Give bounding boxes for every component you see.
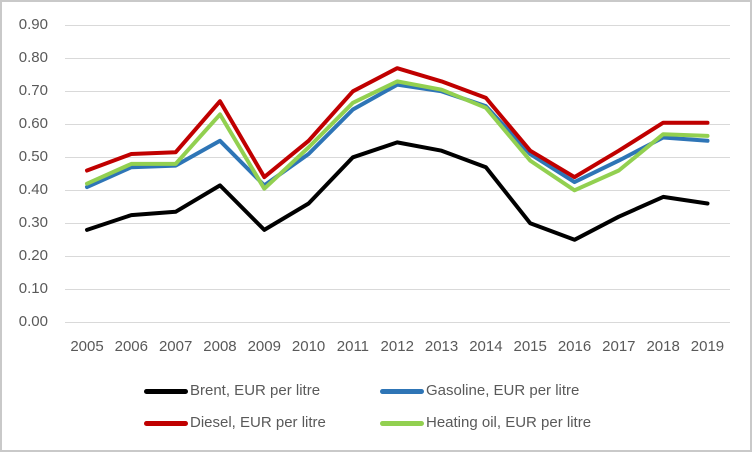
- x-tick-label: 2007: [158, 338, 193, 355]
- x-tick-label: 2012: [380, 338, 414, 355]
- y-tick-label: 0.00: [18, 313, 48, 331]
- x-tick-label: 2014: [469, 338, 503, 355]
- y-tick-label: 0.20: [18, 247, 48, 265]
- x-tick-label: 2008: [203, 338, 237, 355]
- legend-swatch-heating-oil: [380, 420, 424, 426]
- x-tick-label: 2015: [513, 338, 547, 355]
- y-tick-label: 0.30: [18, 214, 48, 232]
- series-line-brent: [85, 140, 710, 242]
- legend-swatch-brent: [144, 388, 188, 394]
- x-tick-label: 2019: [690, 338, 725, 355]
- x-tick-label: 2006: [114, 338, 148, 355]
- y-tick-label: 0.80: [18, 49, 48, 67]
- legend-label: Diesel, EUR per litre: [190, 414, 326, 431]
- y-tick-label: 0.70: [18, 82, 48, 100]
- series-line-heating-oil: [85, 79, 710, 193]
- y-tick-label: 0.40: [18, 181, 48, 199]
- x-tick-label: 2010: [291, 338, 326, 355]
- x-tick-label: 2009: [247, 338, 281, 355]
- legend-swatch-gasoline: [380, 388, 424, 394]
- x-tick-label: 2013: [424, 338, 459, 355]
- series-line-gasoline: [85, 82, 710, 189]
- series-line-diesel: [85, 66, 710, 180]
- x-tick-label: 2011: [336, 338, 370, 355]
- legend-item-brent: Brent, EUR per litre: [144, 382, 320, 400]
- legend-item-heating-oil: Heating oil, EUR per litre: [380, 414, 591, 432]
- legend-swatch-diesel: [144, 420, 188, 426]
- y-tick-label: 0.90: [18, 16, 48, 34]
- y-tick-label: 0.50: [18, 148, 48, 166]
- y-tick-label: 0.60: [18, 115, 48, 133]
- x-tick-label: 2016: [557, 338, 592, 355]
- legend-item-gasoline: Gasoline, EUR per litre: [380, 382, 579, 400]
- x-tick-label: 2005: [70, 338, 104, 355]
- legend-label: Heating oil, EUR per litre: [426, 414, 592, 431]
- x-tick-label: 2018: [646, 338, 680, 355]
- x-tick-label: 2017: [602, 338, 636, 355]
- legend-item-diesel: Diesel, EUR per litre: [144, 414, 326, 432]
- y-tick-label: 0.10: [18, 280, 48, 298]
- legend-label: Gasoline, EUR per litre: [426, 382, 580, 399]
- legend-label: Brent, EUR per litre: [190, 382, 321, 399]
